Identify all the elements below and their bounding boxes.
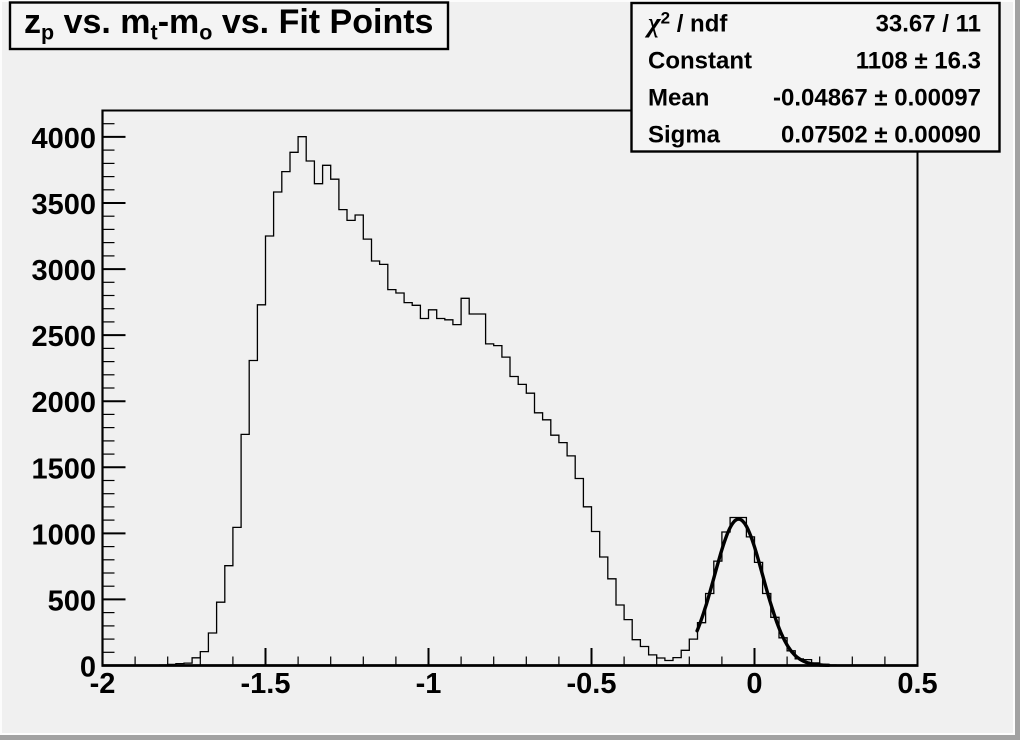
svg-text:1500: 1500 bbox=[31, 453, 96, 485]
svg-text:3500: 3500 bbox=[31, 189, 96, 221]
svg-text:2000: 2000 bbox=[31, 387, 96, 419]
svg-text:-2: -2 bbox=[90, 668, 116, 700]
svg-text:0.07502 ± 0.00090: 0.07502 ± 0.00090 bbox=[781, 122, 981, 149]
svg-text:2500: 2500 bbox=[31, 321, 96, 353]
svg-text:0.5: 0.5 bbox=[897, 668, 937, 700]
svg-text:33.67 / 11: 33.67 / 11 bbox=[876, 11, 981, 38]
svg-text:χ2 / ndf: χ2 / ndf bbox=[644, 8, 728, 38]
svg-text:3000: 3000 bbox=[31, 255, 96, 287]
svg-text:4000: 4000 bbox=[31, 123, 96, 155]
svg-text:-1: -1 bbox=[416, 668, 442, 700]
svg-text:-0.04867 ± 0.00097: -0.04867 ± 0.00097 bbox=[773, 85, 981, 112]
svg-text:-0.5: -0.5 bbox=[567, 668, 617, 700]
svg-text:Sigma: Sigma bbox=[648, 122, 721, 149]
svg-text:500: 500 bbox=[48, 585, 96, 617]
svg-text:Constant: Constant bbox=[648, 48, 752, 75]
svg-text:-1.5: -1.5 bbox=[241, 668, 291, 700]
svg-text:Mean: Mean bbox=[648, 85, 709, 112]
svg-text:zp vs. mt-mo vs. Fit Points: zp vs. mt-mo vs. Fit Points bbox=[24, 3, 433, 45]
svg-text:1000: 1000 bbox=[31, 519, 96, 551]
svg-text:0: 0 bbox=[746, 668, 762, 700]
svg-text:0: 0 bbox=[80, 652, 96, 684]
svg-text:1108 ± 16.3: 1108 ± 16.3 bbox=[856, 48, 981, 75]
